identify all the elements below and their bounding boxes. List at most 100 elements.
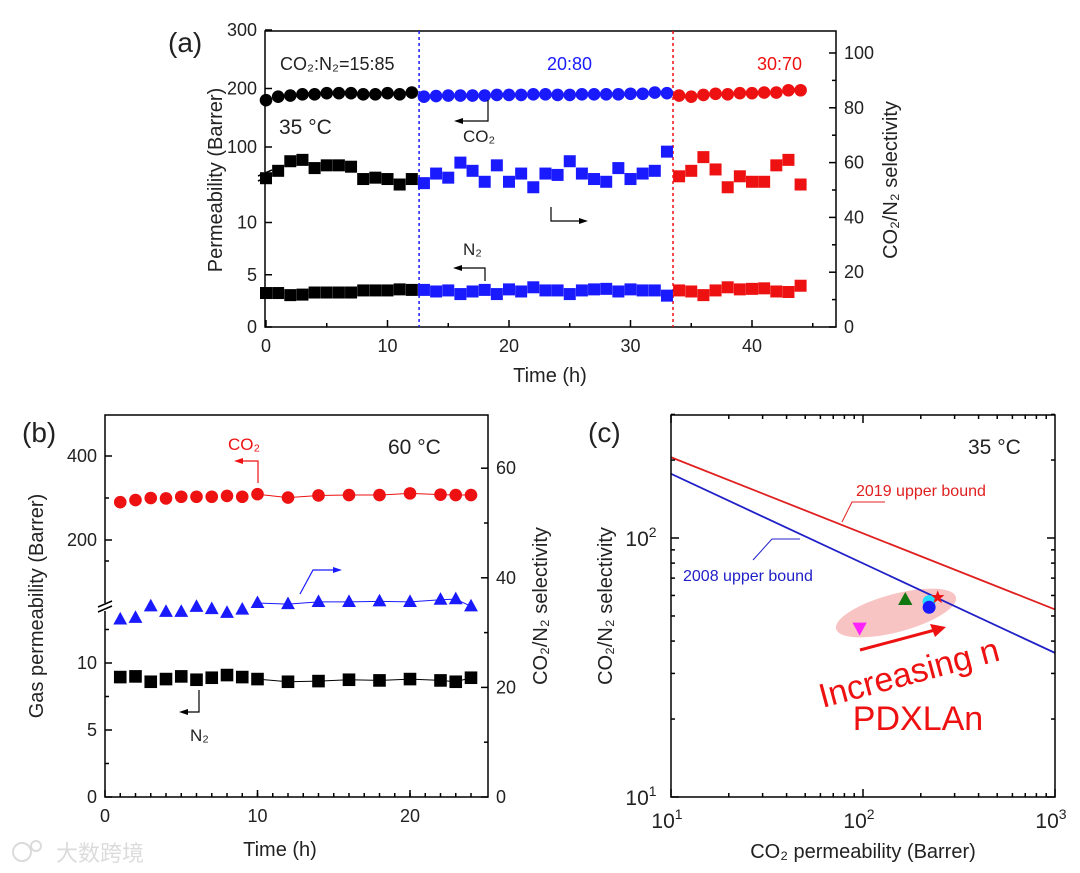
n2-point	[442, 284, 455, 297]
selectivity-point	[308, 162, 321, 175]
selectivity-point	[551, 168, 564, 181]
selectivity-point	[794, 178, 807, 191]
co2-point	[393, 88, 406, 101]
watermark-text: 大数跨境	[56, 841, 144, 866]
feed-ratio-label: 20:80	[547, 54, 592, 74]
n2-label: N₂	[190, 726, 209, 745]
selectivity-point	[442, 171, 455, 184]
co2-point	[490, 88, 504, 102]
n2-point	[515, 285, 528, 298]
tick-exponent: 1	[649, 783, 657, 799]
co2-point	[356, 88, 370, 101]
n2-point	[527, 281, 540, 294]
y-tick-label: 200	[227, 79, 257, 99]
y-tick-label: 5	[247, 265, 257, 285]
y-tick-label: 200	[67, 530, 97, 550]
y-axis-title: Permeability (Barrer)	[205, 88, 227, 272]
data-point	[434, 674, 447, 687]
n2-point	[430, 285, 443, 298]
n2-point	[381, 284, 394, 297]
data-point	[204, 601, 219, 615]
selectivity-point	[600, 175, 613, 188]
data-point	[144, 491, 158, 505]
data-point	[174, 604, 189, 617]
tick-exponent: 2	[649, 524, 657, 540]
y-tick-label: 10	[77, 653, 97, 673]
selectivity-point	[624, 173, 637, 186]
selectivity-point	[260, 172, 272, 185]
feed-ratio-label: 30:70	[757, 54, 802, 74]
y-tick-label: 0	[87, 787, 97, 807]
arrow-head-icon	[179, 709, 188, 715]
data-point	[403, 672, 417, 686]
n2-point	[551, 284, 564, 297]
co2-point	[369, 88, 382, 101]
data-point	[281, 675, 295, 689]
n2-point	[393, 283, 406, 296]
data-point	[220, 605, 234, 618]
tick-exponent: 2	[867, 806, 875, 822]
axis-break-mark	[97, 605, 113, 613]
co2-point	[636, 87, 649, 101]
x-tick-label: 103	[1035, 806, 1066, 833]
data-point	[449, 488, 463, 502]
selectivity-point	[478, 175, 491, 188]
data-point	[251, 672, 264, 686]
tick-base: 10	[625, 528, 648, 551]
co2-point	[672, 89, 686, 102]
y-right-tick-label: 0	[496, 787, 506, 807]
co2-point	[320, 86, 334, 100]
n2-point	[648, 284, 661, 297]
y-right-tick-label: 60	[844, 153, 864, 173]
co2-point	[308, 88, 321, 101]
data-point	[235, 490, 249, 504]
n2-point	[308, 286, 321, 299]
leader-line	[841, 501, 885, 523]
n2-point	[332, 286, 345, 299]
panel-a: (a) 0 10 20 30 40 0 5 10 100 200 300 0 20 40 60 80 100 CO₂…	[168, 20, 902, 387]
co2-point	[624, 87, 637, 101]
leader-line	[458, 267, 486, 281]
selectivity-point	[369, 171, 382, 184]
n2-point	[600, 282, 613, 295]
upper-bound-line	[671, 472, 1055, 654]
n2-point	[733, 283, 746, 296]
data-point	[898, 592, 913, 606]
watermark-logo-icon	[12, 842, 32, 862]
selectivity-point	[612, 162, 625, 175]
co2-point	[405, 86, 419, 99]
selectivity-point	[515, 167, 528, 180]
data-point	[220, 489, 234, 503]
data-point	[144, 675, 158, 689]
co2-point	[660, 86, 674, 100]
data-point	[113, 670, 127, 684]
leader-line	[458, 100, 489, 122]
selectivity-point	[527, 181, 540, 194]
x-tick-label: 10	[377, 336, 397, 356]
co2-point	[478, 89, 492, 102]
y-tick-label: 10	[237, 213, 257, 233]
tick-exponent: 1	[675, 806, 683, 822]
selectivity-point	[709, 163, 722, 176]
data-point	[449, 675, 463, 689]
co2-point	[770, 86, 783, 99]
co2-label: CO₂	[228, 435, 260, 454]
co2-point	[697, 88, 710, 102]
selectivity-point	[782, 153, 795, 166]
selectivity-point	[721, 181, 734, 194]
selectivity-point	[539, 167, 552, 180]
y-right-tick-label: 60	[496, 458, 516, 478]
co2-point	[612, 88, 625, 101]
selectivity-point	[733, 170, 746, 183]
selectivity-point	[320, 159, 333, 172]
leader-line	[752, 538, 800, 561]
data-point	[448, 591, 463, 605]
panel-label: (a)	[168, 27, 202, 58]
data-point	[113, 611, 128, 625]
leader-line	[550, 207, 580, 222]
y-right-axis-title: CO₂/N₂ selectivity	[880, 101, 902, 259]
data-point	[464, 488, 478, 502]
selectivity-point	[770, 159, 783, 172]
selectivity-point	[430, 167, 443, 180]
